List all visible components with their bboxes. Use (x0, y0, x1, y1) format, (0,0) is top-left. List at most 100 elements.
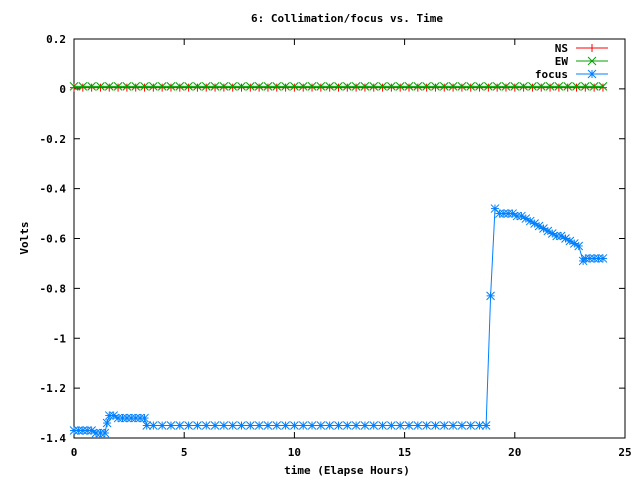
data-point (589, 254, 599, 263)
data-point (149, 83, 158, 92)
data-point (307, 82, 317, 91)
legend-label-focus: focus (535, 68, 568, 81)
data-point (404, 421, 414, 430)
x-tick-label: 20 (508, 446, 521, 459)
data-point (351, 82, 361, 91)
data-point (545, 82, 555, 91)
data-point (175, 83, 184, 92)
data-point (501, 83, 510, 92)
data-point (534, 221, 544, 231)
data-point (580, 82, 590, 91)
data-point (246, 83, 255, 92)
data-point (254, 421, 264, 430)
plot-area (73, 38, 626, 439)
data-point (589, 82, 599, 91)
data-point (290, 421, 299, 430)
data-point (572, 82, 581, 91)
data-point (510, 82, 520, 91)
data-point (184, 83, 193, 92)
data-point (378, 421, 387, 430)
y-tick-label: -1.2 (40, 382, 67, 395)
data-point (413, 421, 423, 430)
data-point (439, 421, 449, 430)
data-point (316, 83, 325, 92)
y-tick-label: 0 (59, 83, 66, 96)
data-point (298, 82, 308, 91)
data-point (486, 291, 495, 301)
data-point (439, 82, 449, 91)
data-point (360, 82, 370, 91)
data-point (508, 209, 517, 218)
data-point (581, 83, 590, 92)
data-point (202, 83, 211, 92)
data-point (378, 83, 387, 92)
data-point (536, 82, 546, 91)
series-ew (69, 82, 608, 91)
data-point (87, 83, 96, 92)
data-point (598, 82, 608, 91)
data-point (148, 82, 158, 91)
data-point (519, 82, 528, 91)
data-point (245, 421, 255, 430)
data-point (263, 421, 273, 430)
legend-label-ew: EW (555, 55, 569, 68)
data-point (245, 82, 255, 91)
data-point (140, 413, 149, 423)
data-point (481, 421, 491, 430)
legend-marker (587, 56, 597, 66)
data-point (299, 83, 308, 92)
series-focus (69, 204, 608, 438)
legend-marker (587, 69, 597, 79)
data-point (457, 83, 466, 92)
data-point (325, 421, 335, 430)
data-point (272, 82, 282, 91)
legend-label-ns: NS (555, 42, 568, 55)
data-point (563, 83, 572, 92)
data-point (148, 421, 158, 430)
data-point (263, 82, 273, 91)
data-point (131, 83, 140, 92)
data-point (316, 421, 326, 430)
data-point (308, 83, 317, 92)
data-point (360, 421, 370, 430)
data-point (122, 413, 132, 423)
y-tick-label: -0.2 (40, 133, 67, 146)
axes: 0 5 10 15 20 25 0.2 0 -0.2 -0.4 -0.6 -0.8 -1 -1.2 -1.4 (40, 33, 632, 459)
data-point (105, 83, 114, 92)
data-point (87, 82, 96, 91)
x-tick-label: 25 (618, 446, 631, 459)
data-point (343, 83, 352, 92)
data-point (334, 83, 343, 92)
data-point (237, 421, 246, 430)
series-ns (70, 83, 607, 92)
data-point (184, 421, 193, 430)
data-point (175, 82, 185, 91)
data-point (184, 82, 193, 91)
data-point (351, 421, 361, 430)
data-point (131, 82, 141, 91)
data-point (466, 83, 475, 92)
data-point (298, 421, 308, 430)
data-point (342, 421, 352, 430)
data-point (325, 83, 334, 92)
data-point (598, 254, 608, 263)
x-axis-label: time (Elapse Hours) (284, 464, 410, 477)
data-point (405, 83, 414, 92)
y-tick-label: -0.8 (40, 282, 67, 295)
y-tick-label: -0.6 (40, 233, 67, 246)
data-point (290, 83, 299, 92)
data-point (96, 82, 105, 91)
data-point (157, 421, 167, 430)
data-point (78, 82, 88, 91)
data-point (440, 83, 449, 92)
data-point (492, 82, 502, 91)
data-point (404, 82, 414, 91)
data-point (100, 428, 110, 438)
data-point (237, 83, 246, 92)
data-point (466, 421, 476, 430)
data-point (175, 421, 185, 430)
data-point (272, 421, 282, 430)
y-axis-label: Volts (18, 221, 31, 254)
data-point (254, 82, 264, 91)
